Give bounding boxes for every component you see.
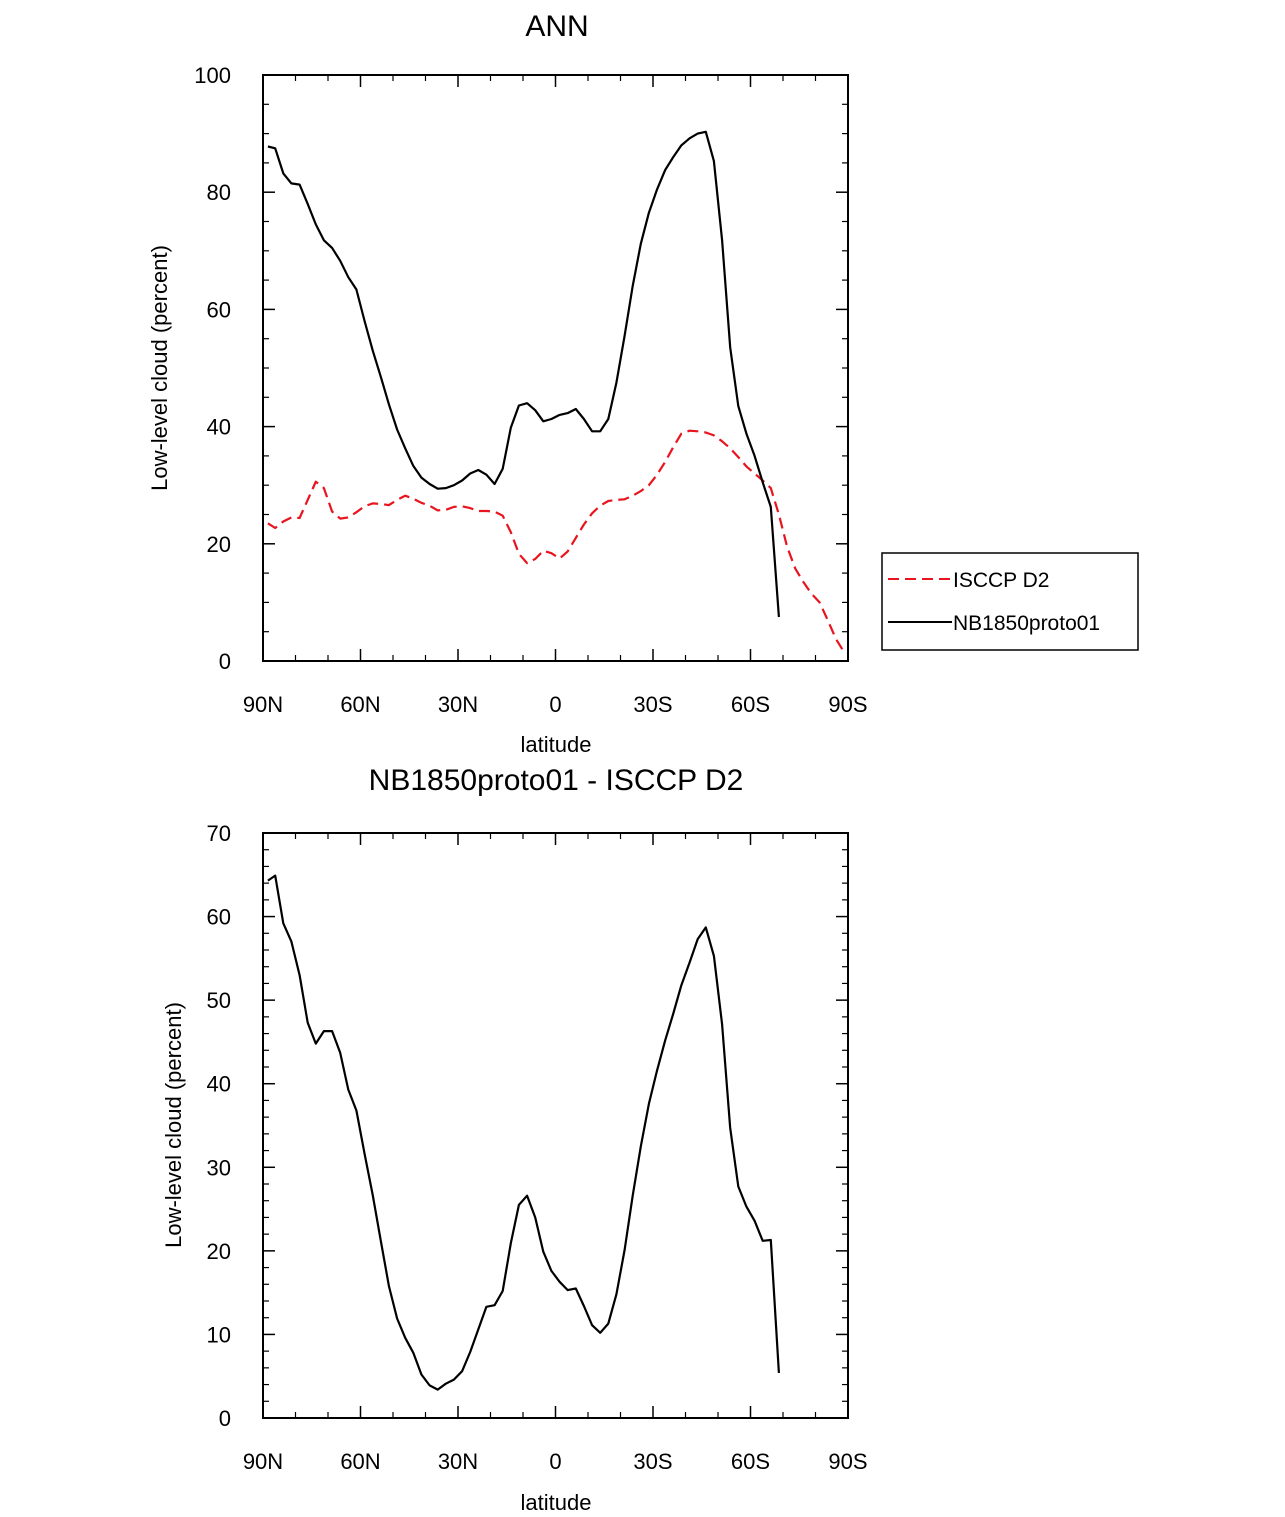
x-tick-label: 60N [340, 692, 380, 717]
chart-panel-bottom: NB1850proto01 - ISCCP D2 90N 60N 30N 0 30S 60… [161, 764, 868, 1515]
y-axis-label-bottom: Low-level cloud (percent) [161, 1002, 186, 1248]
series-line-nb1850proto01-isccp-d2 [267, 874, 780, 1391]
x-tick-label: 90N [243, 1449, 283, 1474]
tick-labels-bottom: 90N 60N 30N 0 30S 60S 90S 0 10 20 30 40 50 60 70 [207, 821, 868, 1474]
y-tick-label: 30 [207, 1155, 231, 1180]
y-tick-label: 60 [207, 905, 231, 930]
series-line-isccp-d2 [267, 429, 845, 652]
x-tick-label: 30S [633, 1449, 672, 1474]
x-tick-label: 60N [340, 1449, 380, 1474]
y-tick-label: 10 [207, 1322, 231, 1347]
y-tick-label: 100 [194, 63, 231, 88]
x-tick-label: 90N [243, 692, 283, 717]
y-tick-label: 70 [207, 821, 231, 846]
axis-ticks-top [262, 74, 849, 662]
x-tick-label: 90S [828, 692, 867, 717]
y-tick-label: 60 [207, 297, 231, 322]
y-tick-label: 80 [207, 180, 231, 205]
x-tick-label: 60S [731, 1449, 770, 1474]
y-tick-label: 50 [207, 988, 231, 1013]
chart-panel-top: ANN 90N 60N 30N 0 30S 60S 90S 0 20 40 60 80 100 lati… [147, 10, 1139, 757]
y-tick-label: 40 [207, 1072, 231, 1097]
x-tick-label: 0 [549, 1449, 561, 1474]
y-tick-label: 0 [219, 649, 231, 674]
legend-label-model: NB1850proto01 [953, 612, 1100, 635]
legend-label-isccp: ISCCP D2 [953, 569, 1049, 592]
x-tick-label: 30N [438, 692, 478, 717]
plot-frame-top [262, 74, 849, 662]
y-tick-label: 20 [207, 532, 231, 557]
x-tick-label: 30S [633, 692, 672, 717]
y-tick-label: 20 [207, 1239, 231, 1264]
axis-ticks-bottom [262, 832, 849, 1419]
x-tick-label: 60S [731, 692, 770, 717]
tick-labels-top: 90N 60N 30N 0 30S 60S 90S 0 20 40 60 80 100 [194, 63, 867, 717]
legend: ISCCP D2 NB1850proto01 [881, 552, 1139, 651]
x-axis-label-top: latitude [521, 732, 592, 757]
x-tick-label: 30N [438, 1449, 478, 1474]
x-tick-label: 90S [828, 1449, 867, 1474]
chart-title-bottom: NB1850proto01 - ISCCP D2 [369, 764, 744, 797]
y-axis-label-top: Low-level cloud (percent) [147, 245, 172, 491]
chart-title-top: ANN [525, 10, 588, 43]
series-line-nb1850proto01 [267, 130, 780, 618]
plot-frame-bottom [262, 832, 849, 1419]
x-tick-label: 0 [549, 692, 561, 717]
y-tick-label: 0 [219, 1406, 231, 1431]
legend-box [881, 552, 1139, 651]
x-axis-label-bottom: latitude [521, 1490, 592, 1515]
series-lines-top [267, 130, 845, 652]
series-lines-bottom [267, 874, 780, 1391]
y-tick-label: 40 [207, 415, 231, 440]
